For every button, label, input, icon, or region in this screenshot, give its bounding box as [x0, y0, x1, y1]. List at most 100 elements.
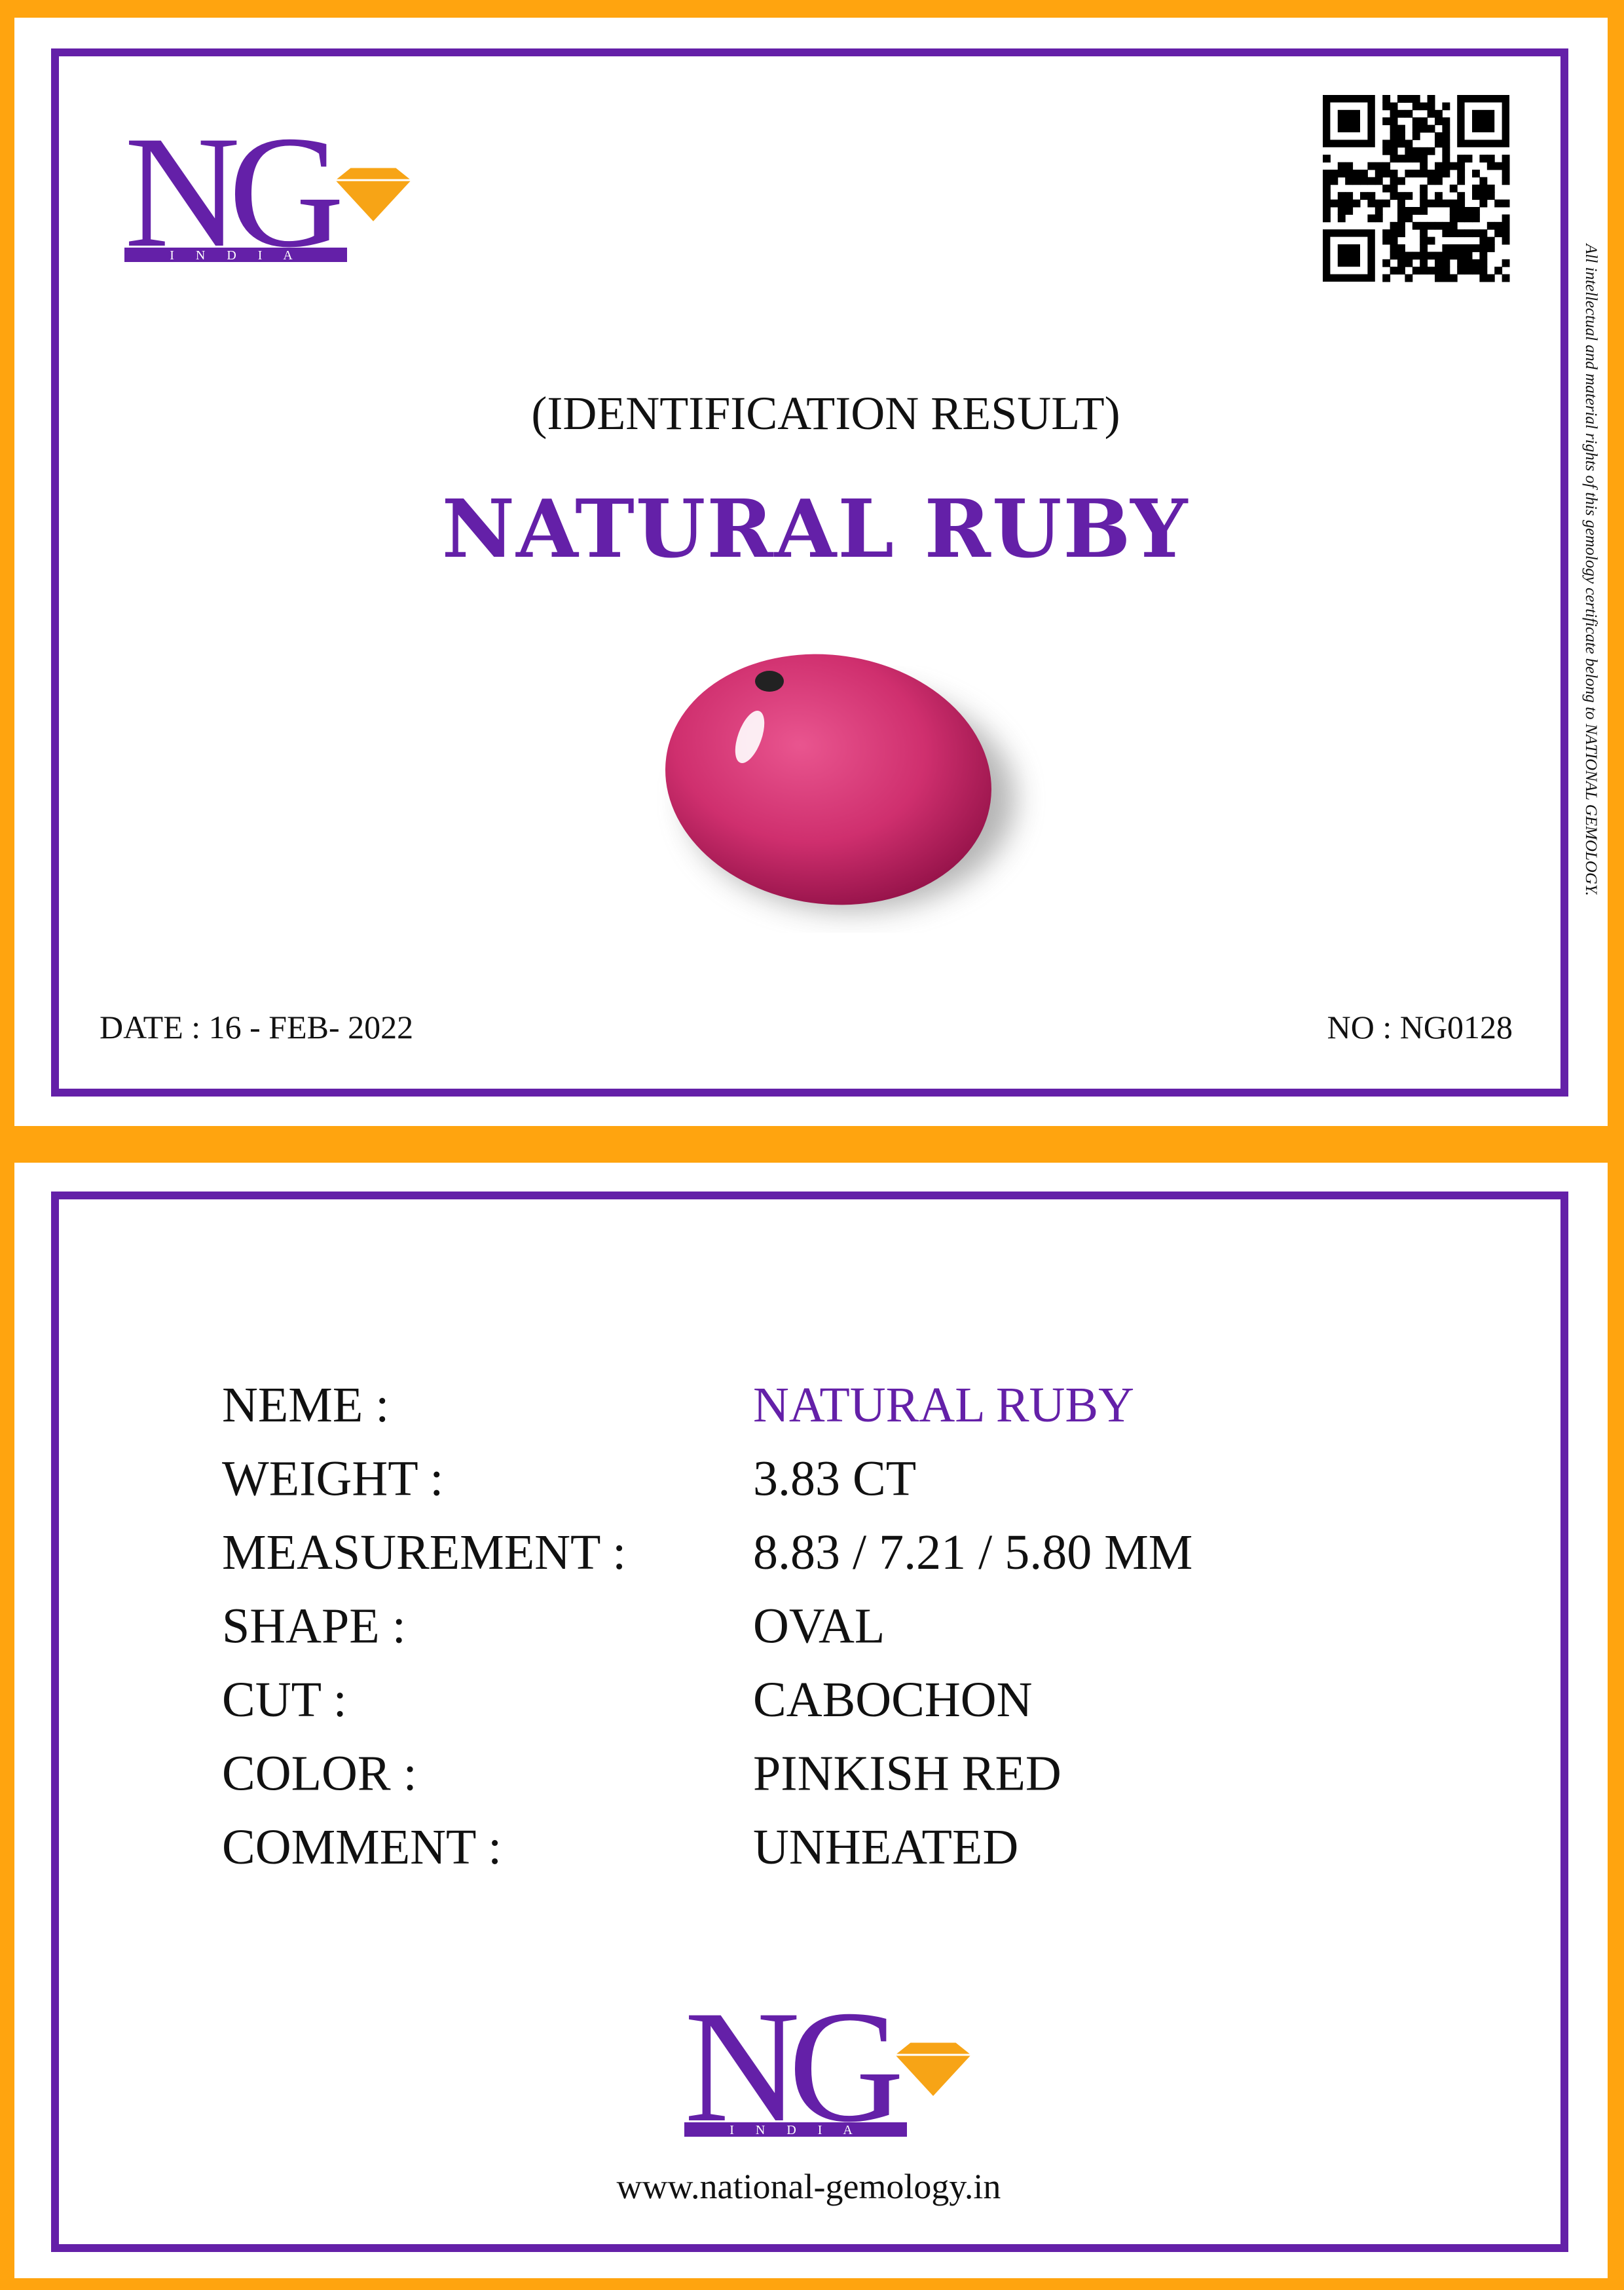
qr-module — [1382, 259, 1391, 267]
qr-module — [1479, 274, 1488, 282]
qr-module — [1457, 244, 1466, 252]
qr-module — [1502, 170, 1510, 178]
qr-module — [1352, 170, 1361, 178]
qr-module — [1375, 199, 1383, 208]
qr-module — [1390, 221, 1398, 230]
qr-module — [1405, 192, 1413, 200]
qr-module — [1397, 192, 1405, 200]
logo-band — [124, 248, 347, 262]
qr-module — [1449, 229, 1458, 238]
qr-module — [1502, 259, 1510, 267]
detail-value: CABOCHON — [753, 1672, 1033, 1727]
qr-module — [1382, 184, 1391, 193]
qr-module — [1323, 184, 1331, 193]
qr-module — [1345, 162, 1354, 170]
website: www.national-gemology.in — [617, 2167, 1001, 2206]
qr-module — [1435, 117, 1443, 126]
qr-module — [1435, 192, 1443, 200]
qr-module — [1382, 95, 1391, 103]
qr-module — [1420, 207, 1428, 215]
qr-module — [1405, 109, 1413, 118]
qr-module — [1337, 162, 1346, 170]
qr-module — [1367, 192, 1376, 200]
qr-finder — [1472, 109, 1495, 132]
qr-module — [1449, 199, 1458, 208]
qr-module — [1405, 170, 1413, 178]
qr-module — [1479, 199, 1488, 208]
qr-module — [1486, 244, 1495, 252]
qr-module — [1405, 274, 1413, 282]
qr-module — [1479, 155, 1488, 163]
qr-module — [1412, 124, 1420, 133]
qr-module — [1345, 170, 1354, 178]
qr-module — [1457, 252, 1466, 260]
qr-module — [1442, 229, 1450, 238]
qr-module — [1390, 267, 1398, 275]
qr-module — [1472, 267, 1480, 275]
qr-module — [1442, 199, 1450, 208]
qr-module — [1494, 267, 1503, 275]
qr-module — [1486, 162, 1495, 170]
qr-module — [1405, 252, 1413, 260]
qr-module — [1352, 177, 1361, 185]
qr-module — [1412, 147, 1420, 155]
qr-module — [1464, 267, 1473, 275]
qr-module — [1390, 132, 1398, 140]
qr-module — [1435, 221, 1443, 230]
qr-module — [1412, 267, 1420, 275]
qr-module — [1390, 229, 1398, 238]
qr-module — [1479, 267, 1488, 275]
qr-module — [1390, 244, 1398, 252]
qr-module — [1420, 259, 1428, 267]
qr-module — [1337, 192, 1346, 200]
side-note: All intellectual and material rights of … — [1582, 242, 1600, 896]
qr-module — [1397, 132, 1405, 140]
qr-module — [1390, 236, 1398, 245]
qr-code — [1323, 95, 1510, 282]
qr-module — [1472, 244, 1480, 252]
qr-module — [1442, 102, 1450, 111]
qr-module — [1502, 155, 1510, 163]
qr-module — [1352, 199, 1361, 208]
qr-module — [1486, 184, 1495, 193]
qr-module — [1502, 229, 1510, 238]
qr-module — [1449, 221, 1458, 230]
qr-module — [1397, 252, 1405, 260]
qr-module — [1397, 177, 1405, 185]
qr-module — [1486, 221, 1495, 230]
back-frame — [51, 1192, 1568, 2252]
qr-module — [1427, 252, 1435, 260]
qr-module — [1375, 162, 1383, 170]
qr-module — [1472, 207, 1480, 215]
qr-module — [1479, 244, 1488, 252]
qr-module — [1435, 267, 1443, 275]
detail-value: PINKISH RED — [753, 1746, 1061, 1801]
qr-module — [1472, 259, 1480, 267]
qr-module — [1382, 162, 1391, 170]
qr-module — [1390, 124, 1398, 133]
qr-module — [1464, 244, 1473, 252]
qr-module — [1442, 162, 1450, 170]
qr-module — [1397, 140, 1405, 148]
qr-module — [1397, 267, 1405, 275]
qr-module — [1442, 117, 1450, 126]
qr-module — [1494, 162, 1503, 170]
qr-module — [1427, 199, 1435, 208]
qr-module — [1435, 132, 1443, 140]
qr-module — [1397, 244, 1405, 252]
qr-module — [1442, 147, 1450, 155]
qr-module — [1494, 221, 1503, 230]
qr-module — [1375, 170, 1383, 178]
qr-module — [1323, 214, 1331, 223]
qr-module — [1397, 229, 1405, 238]
qr-module — [1457, 229, 1466, 238]
qr-module — [1390, 177, 1398, 185]
subtitle: (IDENTIFICATION RESULT) — [531, 387, 1120, 440]
qr-module — [1502, 274, 1510, 282]
detail-value: NATURAL RUBY — [753, 1378, 1134, 1433]
qr-module — [1427, 170, 1435, 178]
qr-module — [1412, 252, 1420, 260]
qr-module — [1442, 252, 1450, 260]
qr-module — [1435, 140, 1443, 148]
